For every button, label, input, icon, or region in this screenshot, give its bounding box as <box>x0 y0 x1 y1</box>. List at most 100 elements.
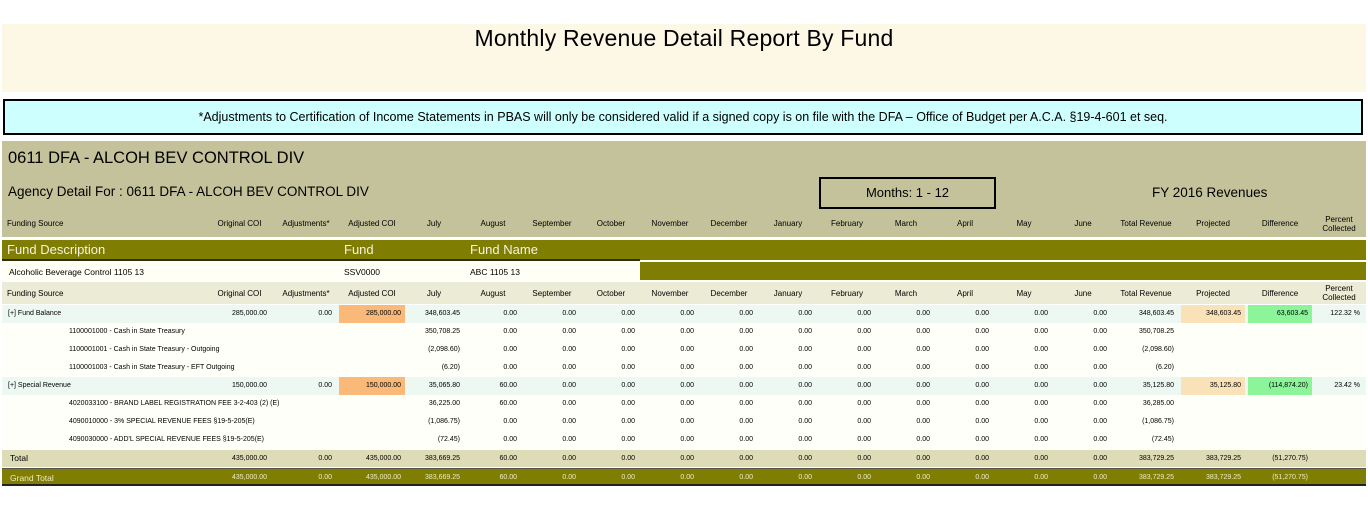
fund-name: ABC 1105 13 <box>470 267 520 277</box>
cell-december: 0.00 <box>739 382 753 389</box>
cell-june: 0.00 <box>1093 474 1107 481</box>
col-june: June <box>1074 288 1092 298</box>
cell-march: 0.00 <box>916 364 930 371</box>
cell-february: 0.00 <box>857 418 871 425</box>
cell-total-revenue: 35,125.80 <box>1142 382 1174 389</box>
cell-may: 0.00 <box>1034 474 1048 481</box>
cell-may: 0.00 <box>1034 328 1048 335</box>
cell-september: 0.00 <box>562 364 576 371</box>
col-adjustments: Adjustments* <box>282 288 330 298</box>
col-april: April <box>956 219 973 228</box>
cell-august: 60.00 <box>499 400 517 407</box>
row-label: 4090010000 - 3% SPECIAL REVENUE FEES §19… <box>69 418 255 425</box>
column-header-row: Funding Source Original COI Adjustments*… <box>2 211 1366 236</box>
col-january: January <box>773 219 803 228</box>
cell-difference: (114,874.20) <box>1248 377 1312 395</box>
cell-march: 0.00 <box>916 436 930 443</box>
col-original-coi: Original COI <box>217 219 262 228</box>
cell-july: 383,669.25 <box>424 474 460 481</box>
cell-march: 0.00 <box>916 310 930 317</box>
col-november: November <box>651 219 689 228</box>
cell-total-revenue: 383,729.25 <box>1138 455 1174 462</box>
col-funding-source: Funding Source <box>7 288 64 298</box>
cell-june: 0.00 <box>1093 455 1107 462</box>
cell-june: 0.00 <box>1093 418 1107 425</box>
cell-september: 0.00 <box>562 346 576 353</box>
cell-august: 0.00 <box>503 310 517 317</box>
cell-july: 383,669.25 <box>424 455 460 462</box>
row-label: 1100001003 - Cash in State Treasury - EF… <box>69 364 235 371</box>
cell-september: 0.00 <box>562 436 576 443</box>
col-total-revenue: Total Revenue <box>1120 219 1172 228</box>
cell-april: 0.00 <box>975 436 989 443</box>
cell-february: 0.00 <box>857 310 871 317</box>
cell-difference: (51,270.75) <box>1272 474 1308 481</box>
cell-september: 0.00 <box>562 382 576 389</box>
cell-total-revenue: (6.20) <box>1155 364 1174 371</box>
cell-august: 60.00 <box>499 455 517 462</box>
cell-february: 0.00 <box>857 382 871 389</box>
col-january: January <box>773 288 803 298</box>
fund-description: Alcoholic Beverage Control 1105 13 <box>9 267 144 277</box>
cell-october: 0.00 <box>621 436 635 443</box>
table-row-special-revenue: [+] Special Revenue 150,000.00 0.00 150,… <box>2 377 1366 395</box>
cell-june: 0.00 <box>1093 400 1107 407</box>
cell-difference: 63,603.45 <box>1248 305 1312 323</box>
cell-july: 36,225.00 <box>428 400 460 407</box>
cell-september: 0.00 <box>562 328 576 335</box>
cell-may: 0.00 <box>1034 310 1048 317</box>
cell-projected: 383,729.25 <box>1205 455 1241 462</box>
col-march: March <box>894 219 918 228</box>
row-label: Total <box>10 453 28 463</box>
cell-march: 0.00 <box>916 418 930 425</box>
cell-january: 0.00 <box>798 400 812 407</box>
cell-march: 0.00 <box>916 455 930 462</box>
cell-projected: 348,603.45 <box>1181 305 1245 323</box>
cell-june: 0.00 <box>1093 364 1107 371</box>
col-total-revenue: Total Revenue <box>1120 288 1172 298</box>
col-august: August <box>480 288 506 298</box>
col-february: February <box>830 219 863 228</box>
table-row-account: 1100001001 - Cash in State Treasury - Ou… <box>2 341 1366 359</box>
cell-february: 0.00 <box>857 455 871 462</box>
cell-november: 0.00 <box>680 382 694 389</box>
table-row-grand-total: Grand Total 435,000.00 0.00 435,000.00 3… <box>2 468 1366 486</box>
cell-adjusted-coi: 435,000.00 <box>365 474 401 481</box>
cell-june: 0.00 <box>1093 346 1107 353</box>
fiscal-year-label: FY 2016 Revenues <box>1152 185 1268 200</box>
cell-march: 0.00 <box>916 400 930 407</box>
cell-january: 0.00 <box>798 382 812 389</box>
cell-february: 0.00 <box>857 364 871 371</box>
col-october: October <box>596 219 626 228</box>
col-march: March <box>894 288 918 298</box>
cell-july: (72.45) <box>437 436 460 443</box>
col-funding-source: Funding Source <box>7 219 64 228</box>
cell-january: 0.00 <box>798 346 812 353</box>
cell-may: 0.00 <box>1034 418 1048 425</box>
cell-original-coi: 150,000.00 <box>231 382 267 389</box>
col-may: May <box>1016 219 1032 228</box>
cell-percent-collected: 122.32 % <box>1330 310 1360 317</box>
fund-description-label: Fund Description <box>7 242 106 257</box>
table-row-account: 4090030000 - ADD'L SPECIAL REVENUE FEES … <box>2 431 1366 449</box>
report-title: Monthly Revenue Detail Report By Fund <box>474 25 894 51</box>
adjustment-notice: *Adjustments to Certification of Income … <box>3 99 1363 135</box>
cell-october: 0.00 <box>621 328 635 335</box>
cell-february: 0.00 <box>857 436 871 443</box>
row-label[interactable]: [+] Special Revenue <box>8 382 71 389</box>
cell-june: 0.00 <box>1093 436 1107 443</box>
col-may: May <box>1016 288 1032 298</box>
cell-august: 0.00 <box>503 418 517 425</box>
cell-difference: (51,270.75) <box>1272 455 1308 462</box>
months-range: Months: 1 - 12 <box>819 177 996 209</box>
agency-title: 0611 DFA - ALCOH BEV CONTROL DIV <box>8 149 305 167</box>
cell-october: 0.00 <box>621 310 635 317</box>
fund-name-label: Fund Name <box>470 242 538 257</box>
cell-march: 0.00 <box>916 382 930 389</box>
cell-december: 0.00 <box>739 346 753 353</box>
row-label[interactable]: [+] Fund Balance <box>8 310 62 317</box>
table-row-account: 1100001003 - Cash in State Treasury - EF… <box>2 359 1366 377</box>
col-adjustments: Adjustments* <box>282 219 330 228</box>
col-july: July <box>426 219 442 228</box>
cell-original-coi: 435,000.00 <box>231 455 267 462</box>
